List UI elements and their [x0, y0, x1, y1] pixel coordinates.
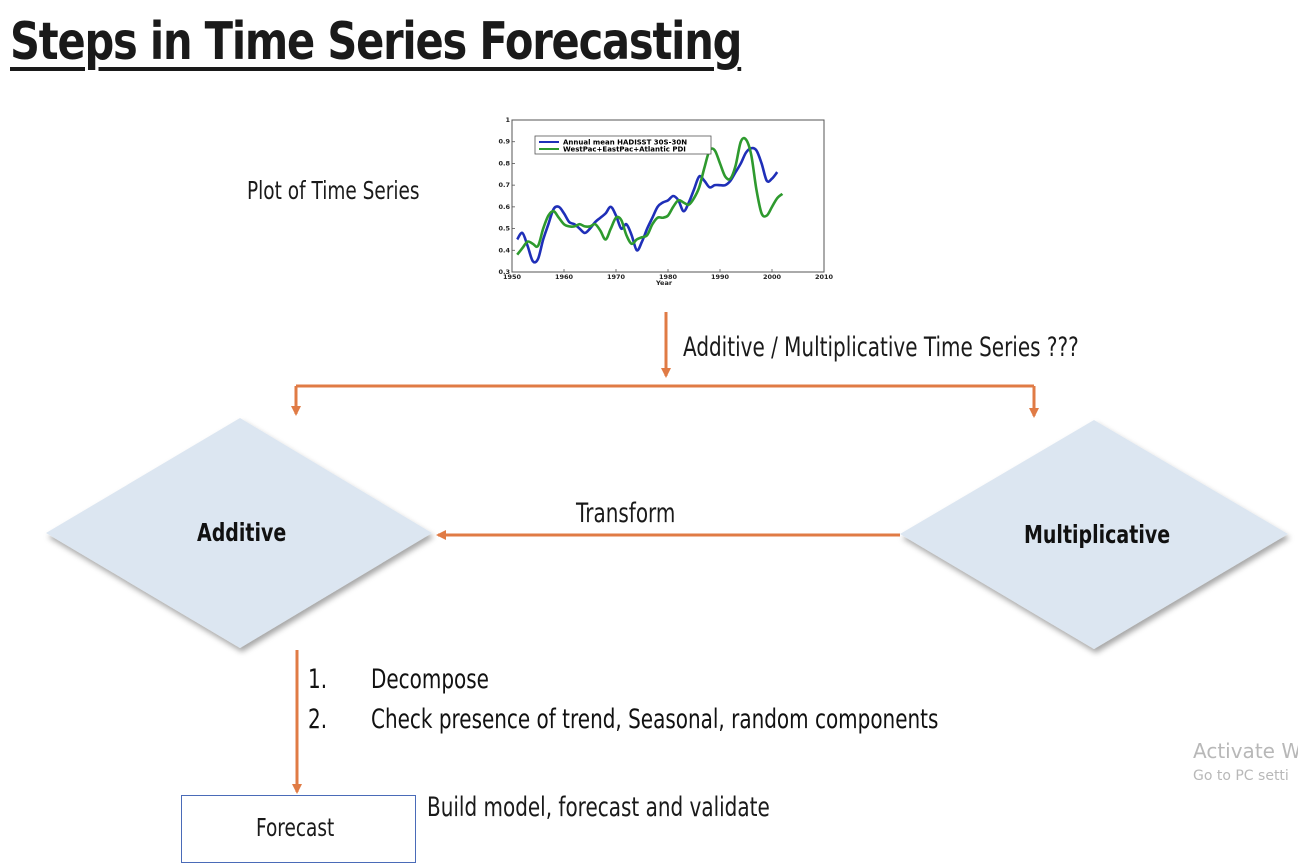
page-title: Steps in Time Series Forecasting — [10, 12, 742, 72]
x-tick-label: 1950 — [503, 273, 522, 281]
x-tick-label: 1980 — [659, 273, 678, 281]
series-line-2 — [516, 136, 784, 256]
activate-windows-subtext: Go to PC setti — [1193, 768, 1289, 784]
y-tick-label: 0.3 — [498, 268, 510, 276]
x-axis-label: Year — [655, 279, 673, 287]
activate-windows-watermark: Activate W — [1193, 739, 1298, 763]
step-text-decompose: Decompose — [371, 664, 489, 695]
multiplicative-label: Multiplicative — [1024, 520, 1171, 549]
plot-label: Plot of Time Series — [247, 176, 420, 205]
chart-legend: Annual mean HADISST 30S-30N WestPac+East… — [534, 135, 712, 155]
multiplicative-diamond — [900, 420, 1288, 649]
additive-diamond — [46, 418, 432, 648]
y-tick-label: 0.5 — [498, 225, 510, 233]
x-tick-label: 1990 — [711, 273, 730, 281]
y-tick-label: 0.8 — [498, 159, 510, 167]
x-tick-label: 2010 — [815, 273, 834, 281]
forecast-label: Forecast — [256, 813, 335, 842]
legend-label-series-1: Annual mean HADISST 30S-30N — [563, 139, 687, 147]
forecast-box — [181, 795, 416, 863]
time-series-chart: 1950 1960 1970 1980 1990 2000 2010 0.3 0.4 0.5 0.6… — [497, 114, 842, 288]
series-line-1 — [516, 146, 779, 264]
x-tick-label: 2000 — [763, 273, 782, 281]
y-tick-label: 1 — [505, 116, 510, 124]
y-tick-label: 0.6 — [498, 203, 510, 211]
y-tick-label: 0.4 — [498, 246, 510, 254]
x-tick-label: 1970 — [607, 273, 626, 281]
transform-label: Transform — [576, 498, 676, 529]
x-tick-label: 1960 — [555, 273, 574, 281]
chart-svg: 1950 1960 1970 1980 1990 2000 2010 0.3 0.4 0.5 0.6… — [498, 116, 834, 287]
additive-label: Additive — [197, 518, 287, 547]
step-text-check-components: Check presence of trend, Seasonal, rando… — [371, 704, 939, 735]
legend-label-series-2: WestPac+EastPac+Atlantic PDI — [563, 146, 686, 154]
y-tick-label: 0.9 — [498, 138, 510, 146]
question-label: Additive / Multiplicative Time Series ??… — [683, 332, 1079, 363]
step-number: 1. — [308, 664, 328, 695]
legend-box — [534, 135, 712, 155]
step-number: 2. — [308, 704, 328, 735]
build-model-label: Build model, forecast and validate — [427, 792, 770, 823]
y-tick-label: 0.7 — [498, 181, 510, 189]
